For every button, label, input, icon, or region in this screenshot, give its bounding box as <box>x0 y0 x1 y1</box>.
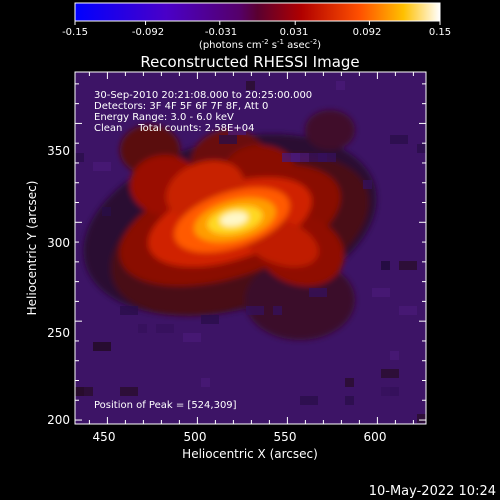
colorbar-tick-label: -0.031 <box>205 27 237 38</box>
heatmap-pixel <box>120 306 138 315</box>
x-axis-title: Heliocentric X (arcsec) <box>182 447 318 461</box>
heatmap-pixel <box>345 396 354 405</box>
heatmap-pixel <box>390 135 408 144</box>
colorbar-tick-label: 0.092 <box>353 27 382 38</box>
colorbar-unit-label: (photons cm-2 s-1 asec-2) <box>199 38 321 51</box>
y-axis-title: Heliocentric Y (arcsec) <box>25 181 39 316</box>
heatmap-blob <box>305 110 355 150</box>
y-tick-label: 350 <box>47 144 70 158</box>
colorbar-gradient <box>74 2 441 22</box>
heatmap-pixel <box>336 81 345 90</box>
heatmap-pixel <box>246 81 255 90</box>
heatmap-pixel <box>372 288 390 297</box>
y-tick-label: 250 <box>47 326 70 340</box>
heatmap-pixel <box>183 333 201 342</box>
heatmap-pixel <box>93 162 111 171</box>
plot-date-stamp: 10-May-2022 10:24 <box>369 484 496 499</box>
heatmap-pixel <box>381 369 399 378</box>
colorbar: -0.15 -0.092 -0.031 0.031 0.092 0.15 (ph… <box>62 2 451 51</box>
heatmap-pixel <box>201 315 219 324</box>
info-time-range: 30-Sep-2010 20:21:08.000 to 20:25:00.000 <box>94 90 312 101</box>
x-tick-label: 500 <box>184 430 207 444</box>
heatmap-pixel <box>219 135 237 144</box>
colorbar-tick-label: -0.15 <box>62 27 88 38</box>
axis-ticks <box>75 72 426 424</box>
colorbar-tick-label: 0.15 <box>429 27 451 38</box>
heatmap-image <box>75 72 426 424</box>
colorbar-tick-label: 0.031 <box>280 27 309 38</box>
heatmap-pixel <box>291 153 309 162</box>
heatmap-pixel <box>417 414 426 423</box>
heatmap-pixel <box>138 324 147 333</box>
heatmap-pixel <box>228 126 246 135</box>
plot-frame <box>74 71 427 425</box>
heatmap-pixel <box>309 288 327 297</box>
heatmap-pixel <box>201 378 210 387</box>
heatmap-pixel <box>246 306 264 315</box>
heatmap-pixel <box>399 306 417 315</box>
heatmap-blob <box>220 211 248 227</box>
info-detectors: Detectors: 3F 4F 5F 6F 7F 8F, Att 0 <box>94 101 268 112</box>
heatmap-pixel <box>120 387 138 396</box>
heatmap-pixel <box>417 144 426 153</box>
x-tick-label: 550 <box>274 430 297 444</box>
heatmap-pixel <box>363 180 372 189</box>
heatmap-pixel <box>381 387 399 396</box>
heatmap-pixel <box>381 261 390 270</box>
heatmap-pixel <box>300 396 318 405</box>
heatmap-pixel <box>75 387 84 396</box>
y-tick-label: 300 <box>47 236 70 250</box>
heatmap-pixel <box>273 306 282 315</box>
info-energy-range: Energy Range: 3.0 - 6.0 keV <box>94 112 234 123</box>
x-tick-label: 450 <box>93 430 116 444</box>
heatmap-pixel <box>390 351 399 360</box>
heatmap-pixel <box>345 378 354 387</box>
colorbar-tick-label: -0.092 <box>132 27 164 38</box>
heatmap-pixel <box>75 153 84 162</box>
info-peak-position: Position of Peak = [524,309] <box>94 400 237 411</box>
chart-title: Reconstructed RHESSI Image <box>140 53 359 71</box>
colorbar-ticks <box>74 21 441 25</box>
y-tick-label: 200 <box>47 413 70 427</box>
observation-info: 30-Sep-2010 20:21:08.000 to 20:25:00.000… <box>94 90 312 411</box>
heatmap-pixel <box>93 342 111 351</box>
heatmap-pixel <box>309 153 327 162</box>
heatmap-pixel <box>399 261 417 270</box>
heatmap-pixel <box>102 207 111 216</box>
x-tick-label: 600 <box>364 430 387 444</box>
info-total-counts: Clean Total counts: 2.58E+04 <box>94 123 254 134</box>
heatmap-pixel <box>156 324 174 333</box>
